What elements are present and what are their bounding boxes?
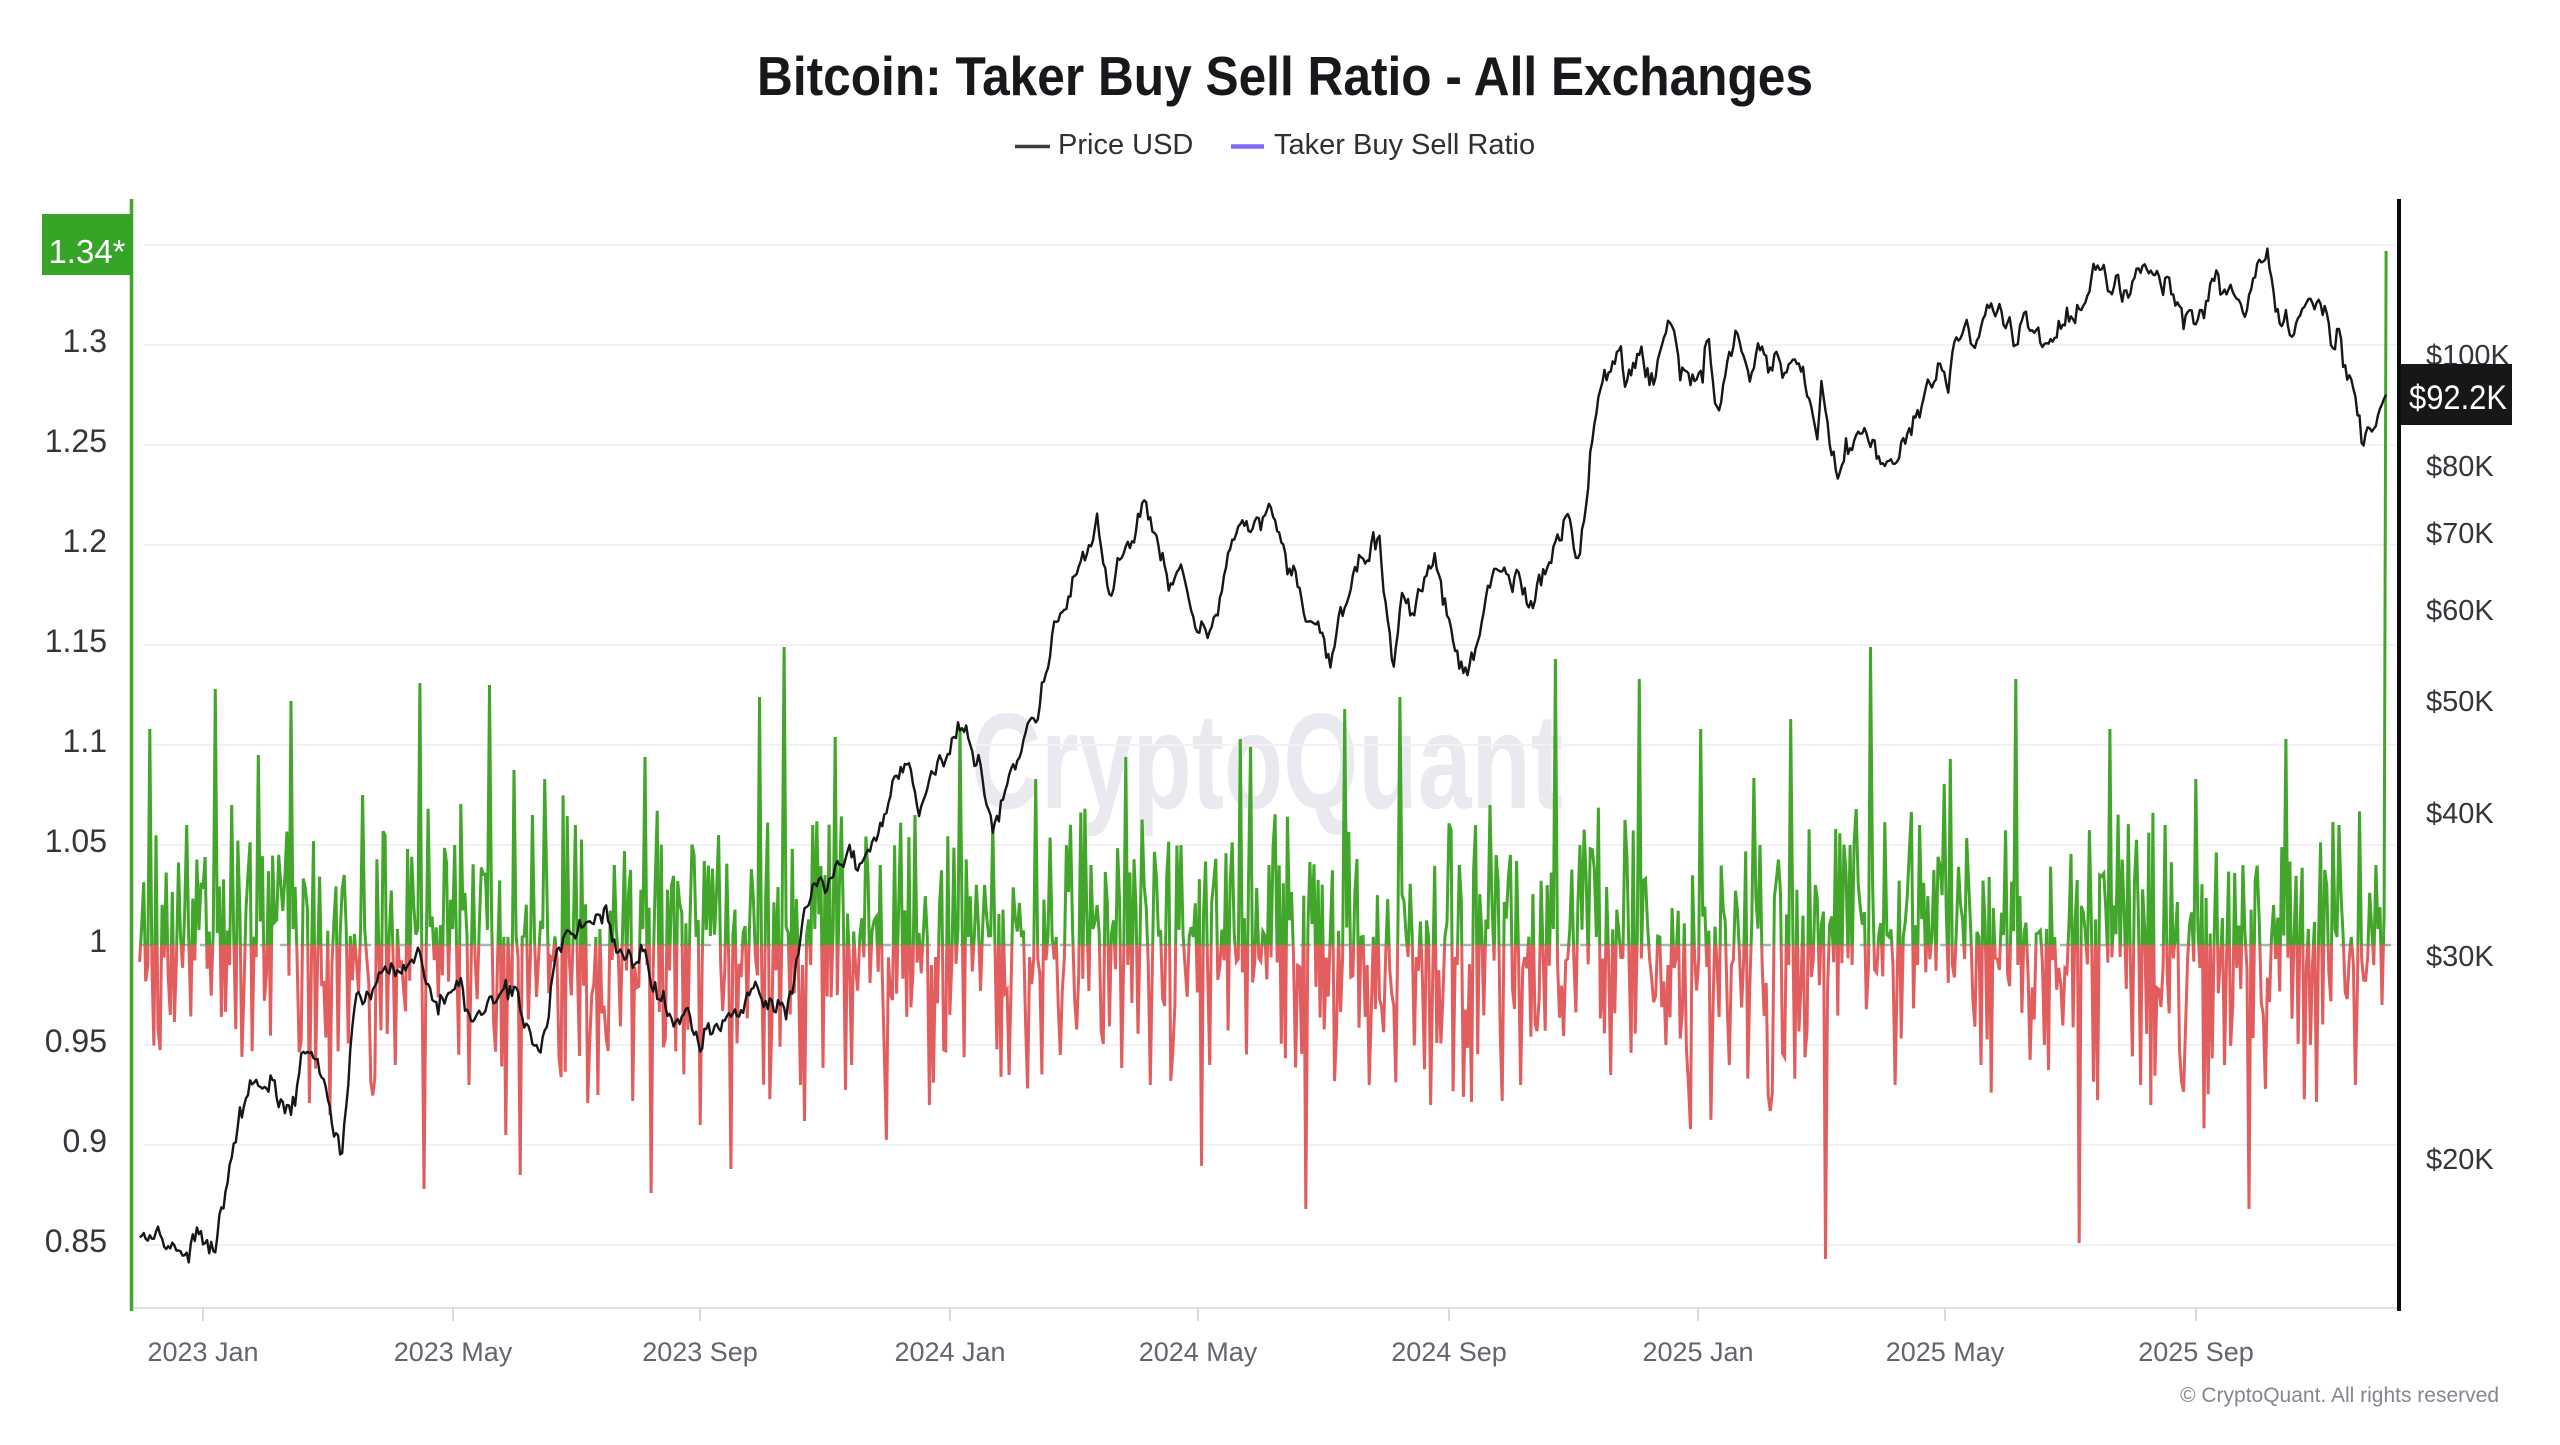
svg-text:2024 Jan: 2024 Jan [894, 1337, 1005, 1367]
svg-text:$40K: $40K [2426, 798, 2494, 830]
svg-text:2023 Sep: 2023 Sep [642, 1337, 758, 1367]
svg-text:$20K: $20K [2426, 1144, 2494, 1176]
svg-text:CryptoQuant: CryptoQuant [971, 685, 1563, 837]
svg-text:1.34*: 1.34* [48, 233, 125, 270]
svg-text:$60K: $60K [2426, 595, 2494, 627]
svg-text:Taker Buy Sell Ratio: Taker Buy Sell Ratio [1274, 129, 1535, 161]
svg-text:2023 May: 2023 May [394, 1337, 513, 1367]
svg-text:0.85: 0.85 [45, 1223, 107, 1259]
svg-text:$80K: $80K [2426, 451, 2494, 483]
svg-text:Bitcoin: Taker Buy Sell Ratio: Bitcoin: Taker Buy Sell Ratio - All Exch… [757, 45, 1813, 107]
svg-text:1.05: 1.05 [45, 823, 107, 859]
svg-text:$92.2K: $92.2K [2409, 379, 2507, 417]
svg-text:2025 Jan: 2025 Jan [1642, 1337, 1753, 1367]
svg-text:0.95: 0.95 [45, 1023, 107, 1059]
svg-text:1.25: 1.25 [45, 423, 107, 459]
svg-text:2024 May: 2024 May [1139, 1337, 1258, 1367]
svg-text:0.9: 0.9 [63, 1123, 107, 1159]
svg-text:1.15: 1.15 [45, 623, 107, 659]
svg-text:Price USD: Price USD [1058, 129, 1193, 161]
svg-text:1.3: 1.3 [63, 323, 107, 359]
svg-text:$70K: $70K [2426, 518, 2494, 550]
svg-text:1: 1 [89, 923, 107, 959]
svg-text:2024 Sep: 2024 Sep [1391, 1337, 1507, 1367]
svg-text:$50K: $50K [2426, 686, 2494, 718]
svg-text:2025 Sep: 2025 Sep [2138, 1337, 2254, 1367]
svg-text:1.1: 1.1 [63, 723, 107, 759]
svg-text:$30K: $30K [2426, 941, 2494, 973]
svg-text:2025 May: 2025 May [1886, 1337, 2005, 1367]
svg-text:1.2: 1.2 [63, 523, 107, 559]
svg-text:2023 Jan: 2023 Jan [147, 1337, 258, 1367]
svg-text:© CryptoQuant. All rights rese: © CryptoQuant. All rights reserved [2180, 1384, 2499, 1407]
